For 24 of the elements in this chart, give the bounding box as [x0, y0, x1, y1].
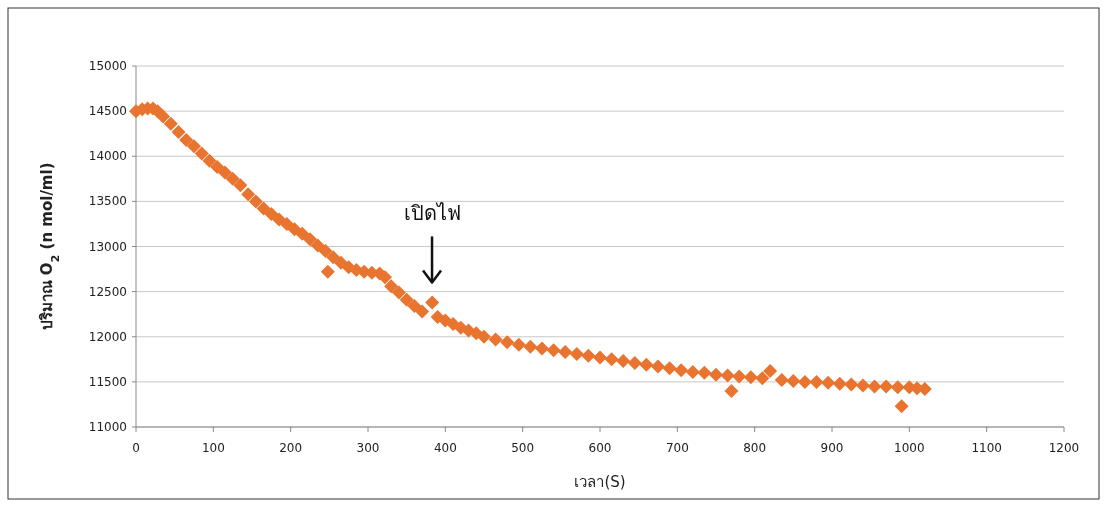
x-tick-label: 500 — [511, 441, 535, 455]
y-tick-label: 11000 — [88, 420, 127, 434]
y-tick-label: 12500 — [88, 284, 127, 299]
x-tick-label: 400 — [433, 441, 457, 455]
x-tick-label: 900 — [820, 441, 844, 455]
y-tick-label: 14000 — [88, 149, 127, 164]
x-tick-label: 1200 — [1048, 441, 1080, 455]
y-tick-label: 13500 — [88, 194, 127, 209]
x-tick-label: 600 — [588, 441, 612, 455]
y-tick-label: 11500 — [88, 374, 127, 389]
x-tick-label: 800 — [743, 441, 767, 455]
x-tick-label: 300 — [356, 441, 380, 455]
x-tick-label: 100 — [201, 441, 225, 455]
y-tick-label: 14500 — [88, 104, 127, 119]
x-tick-label: 1100 — [971, 441, 1002, 455]
x-tick-label: 700 — [665, 441, 689, 455]
x-axis-title: เวลา(S) — [574, 473, 626, 491]
y-tick-label: 13000 — [88, 239, 127, 254]
y-tick-label: 15000 — [88, 59, 127, 73]
x-tick-label: 0 — [132, 441, 140, 455]
x-tick-label: 200 — [279, 441, 303, 455]
y-tick-label: 12000 — [88, 329, 127, 344]
x-tick-label: 1000 — [894, 441, 925, 455]
annotation: เปิดไฟ — [403, 201, 461, 226]
